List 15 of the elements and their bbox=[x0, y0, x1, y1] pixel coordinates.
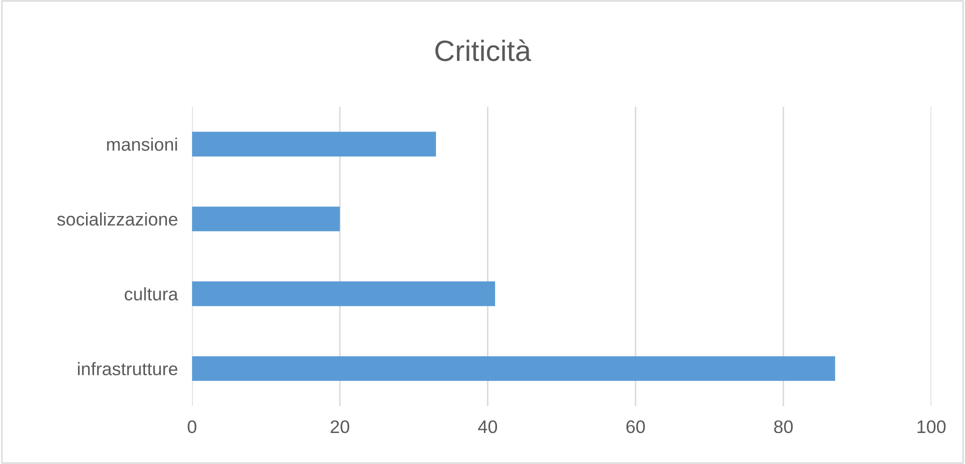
x-tick-label: 0 bbox=[188, 420, 196, 434]
bar bbox=[192, 356, 836, 381]
x-tick-label: 100 bbox=[918, 420, 946, 434]
chart-title: Criticità bbox=[435, 39, 532, 62]
x-tick-label: 60 bbox=[626, 420, 645, 434]
x-tick-label: 40 bbox=[478, 420, 498, 434]
x-tick-label: 20 bbox=[330, 420, 350, 434]
x-tick-label: 80 bbox=[774, 420, 793, 434]
y-tick-label: cultura bbox=[124, 287, 178, 300]
bar bbox=[192, 206, 340, 232]
bar bbox=[192, 281, 496, 306]
y-tick-label: mansioni bbox=[107, 138, 177, 151]
bar bbox=[192, 132, 436, 156]
y-tick-label: infrastrutture bbox=[78, 362, 178, 376]
y-tick-label: socializzazione bbox=[57, 212, 178, 226]
